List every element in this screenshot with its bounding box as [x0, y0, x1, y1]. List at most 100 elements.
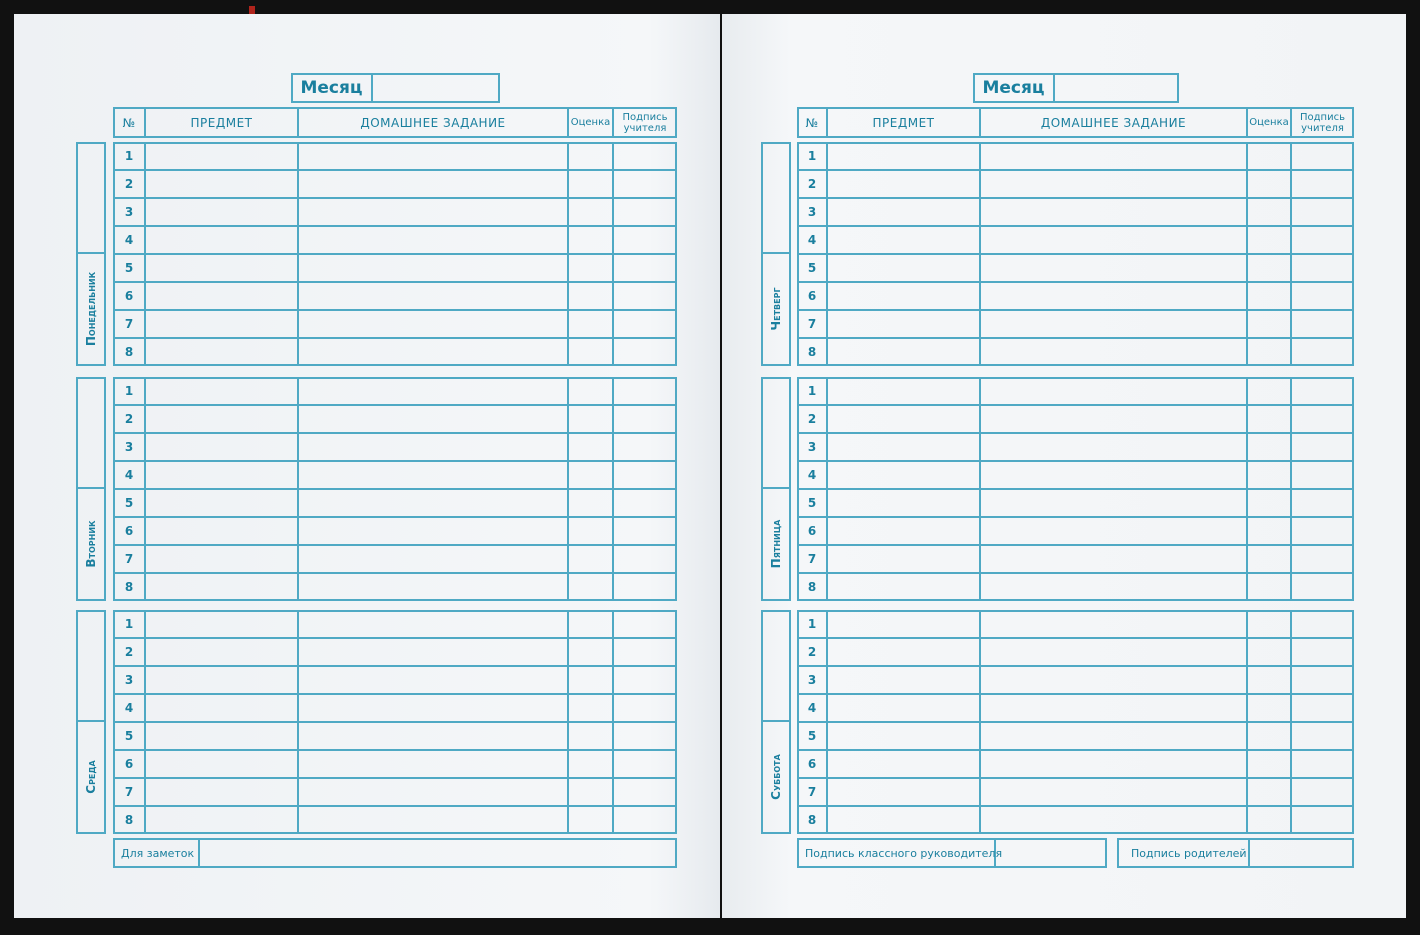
- cell-grade[interactable]: [569, 518, 612, 544]
- cell-grade[interactable]: [1248, 434, 1290, 460]
- cell-homework[interactable]: [981, 751, 1246, 777]
- cell-homework[interactable]: [981, 462, 1246, 488]
- cell-subject[interactable]: [828, 807, 979, 833]
- cell-homework[interactable]: [981, 311, 1246, 337]
- cell-homework[interactable]: [981, 490, 1246, 516]
- cell-grade[interactable]: [1248, 462, 1290, 488]
- cell-teacher_sign[interactable]: [1292, 639, 1353, 665]
- cell-grade[interactable]: [569, 143, 612, 169]
- cell-grade[interactable]: [1248, 311, 1290, 337]
- cell-homework[interactable]: [981, 378, 1246, 404]
- cell-grade[interactable]: [569, 462, 612, 488]
- cell-homework[interactable]: [981, 434, 1246, 460]
- cell-grade[interactable]: [569, 574, 612, 600]
- cell-homework[interactable]: [981, 283, 1246, 309]
- cell-homework[interactable]: [299, 574, 567, 600]
- cell-subject[interactable]: [146, 283, 297, 309]
- month-input[interactable]: [372, 75, 498, 101]
- cell-grade[interactable]: [1248, 695, 1290, 721]
- cell-grade[interactable]: [569, 255, 612, 281]
- notes-input[interactable]: [200, 840, 675, 866]
- cell-subject[interactable]: [828, 462, 979, 488]
- cell-teacher_sign[interactable]: [1292, 255, 1353, 281]
- cell-grade[interactable]: [1248, 779, 1290, 805]
- cell-subject[interactable]: [146, 462, 297, 488]
- cell-grade[interactable]: [1248, 574, 1290, 600]
- cell-subject[interactable]: [828, 667, 979, 693]
- cell-teacher_sign[interactable]: [614, 667, 676, 693]
- cell-teacher_sign[interactable]: [1292, 311, 1353, 337]
- cell-homework[interactable]: [981, 667, 1246, 693]
- cell-teacher_sign[interactable]: [614, 574, 676, 600]
- cell-grade[interactable]: [569, 339, 612, 365]
- cell-subject[interactable]: [828, 574, 979, 600]
- cell-teacher_sign[interactable]: [1292, 518, 1353, 544]
- cell-subject[interactable]: [146, 611, 297, 637]
- cell-teacher_sign[interactable]: [1292, 462, 1353, 488]
- cell-teacher_sign[interactable]: [614, 546, 676, 572]
- cell-homework[interactable]: [981, 406, 1246, 432]
- cell-subject[interactable]: [828, 283, 979, 309]
- cell-subject[interactable]: [146, 311, 297, 337]
- cell-subject[interactable]: [146, 546, 297, 572]
- cell-homework[interactable]: [299, 667, 567, 693]
- cell-homework[interactable]: [981, 807, 1246, 833]
- cell-subject[interactable]: [146, 574, 297, 600]
- cell-grade[interactable]: [569, 283, 612, 309]
- cell-subject[interactable]: [146, 807, 297, 833]
- cell-grade[interactable]: [569, 751, 612, 777]
- cell-teacher_sign[interactable]: [614, 339, 676, 365]
- cell-subject[interactable]: [146, 406, 297, 432]
- cell-grade[interactable]: [1248, 227, 1290, 253]
- cell-grade[interactable]: [569, 723, 612, 749]
- cell-homework[interactable]: [299, 695, 567, 721]
- cell-teacher_sign[interactable]: [1292, 199, 1353, 225]
- cell-teacher_sign[interactable]: [614, 751, 676, 777]
- cell-grade[interactable]: [1248, 378, 1290, 404]
- cell-subject[interactable]: [146, 723, 297, 749]
- cell-subject[interactable]: [828, 518, 979, 544]
- cell-teacher_sign[interactable]: [614, 283, 676, 309]
- cell-grade[interactable]: [569, 406, 612, 432]
- cell-teacher_sign[interactable]: [1292, 143, 1353, 169]
- cell-subject[interactable]: [146, 199, 297, 225]
- cell-homework[interactable]: [299, 518, 567, 544]
- cell-teacher_sign[interactable]: [1292, 695, 1353, 721]
- cell-homework[interactable]: [981, 255, 1246, 281]
- cell-subject[interactable]: [828, 339, 979, 365]
- cell-subject[interactable]: [828, 695, 979, 721]
- cell-subject[interactable]: [146, 667, 297, 693]
- cell-subject[interactable]: [828, 723, 979, 749]
- cell-subject[interactable]: [146, 695, 297, 721]
- cell-grade[interactable]: [569, 434, 612, 460]
- cell-grade[interactable]: [569, 695, 612, 721]
- cell-teacher_sign[interactable]: [1292, 283, 1353, 309]
- cell-homework[interactable]: [299, 546, 567, 572]
- cell-homework[interactable]: [299, 611, 567, 637]
- cell-grade[interactable]: [569, 171, 612, 197]
- cell-subject[interactable]: [828, 611, 979, 637]
- cell-grade[interactable]: [1248, 639, 1290, 665]
- cell-grade[interactable]: [1248, 807, 1290, 833]
- cell-grade[interactable]: [1248, 199, 1290, 225]
- cell-grade[interactable]: [569, 546, 612, 572]
- month-input[interactable]: [1054, 75, 1177, 101]
- cell-homework[interactable]: [981, 639, 1246, 665]
- cell-teacher_sign[interactable]: [614, 639, 676, 665]
- cell-subject[interactable]: [146, 143, 297, 169]
- cell-homework[interactable]: [981, 339, 1246, 365]
- cell-subject[interactable]: [828, 171, 979, 197]
- cell-grade[interactable]: [569, 490, 612, 516]
- cell-teacher_sign[interactable]: [1292, 574, 1353, 600]
- cell-teacher_sign[interactable]: [1292, 434, 1353, 460]
- cell-homework[interactable]: [299, 462, 567, 488]
- cell-grade[interactable]: [1248, 751, 1290, 777]
- cell-teacher_sign[interactable]: [1292, 779, 1353, 805]
- cell-grade[interactable]: [1248, 611, 1290, 637]
- cell-subject[interactable]: [828, 546, 979, 572]
- cell-homework[interactable]: [299, 807, 567, 833]
- cell-teacher_sign[interactable]: [1292, 723, 1353, 749]
- cell-homework[interactable]: [299, 406, 567, 432]
- cell-grade[interactable]: [569, 779, 612, 805]
- cell-grade[interactable]: [569, 667, 612, 693]
